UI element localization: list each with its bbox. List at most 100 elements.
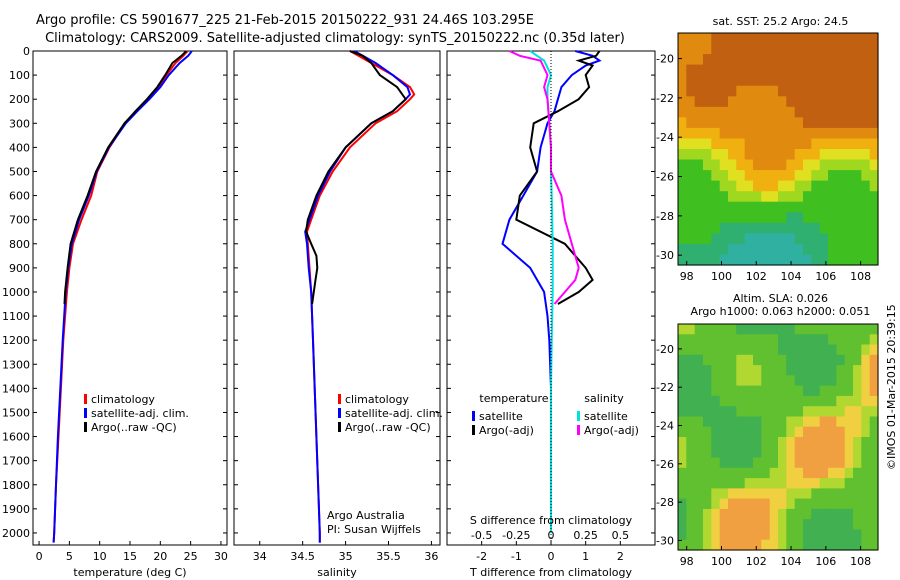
sst-map-cell: [844, 43, 854, 55]
sst-map-cell: [694, 106, 704, 118]
sla-map-cell: [844, 354, 854, 366]
sst-map-cell: [686, 170, 696, 182]
sla-map-cell: [744, 478, 754, 489]
sst-map-cell: [686, 149, 696, 161]
sla-map-ytick-label: -24: [656, 420, 674, 433]
sst-map-cell: [786, 64, 796, 76]
sst-map-cell: [869, 75, 879, 87]
sla-map-cell: [769, 406, 779, 418]
difference-legend-swatch: [577, 425, 580, 435]
sla-map-cell: [803, 406, 812, 418]
sst-map-cell: [828, 43, 837, 55]
sst-map-cell: [786, 254, 796, 266]
sla-map-cell: [753, 539, 762, 551]
sla-map-cell: [711, 344, 721, 356]
sst-map-cell: [736, 201, 746, 213]
sla-map-cell: [786, 365, 796, 376]
sst-map-cell: [694, 149, 704, 161]
sla-map-cell: [761, 539, 771, 551]
sla-map-cell: [869, 354, 879, 366]
sst-map-cell: [794, 54, 804, 66]
sla-map-cell: [869, 488, 879, 500]
sla-map-cell: [678, 478, 687, 489]
sst-map-cell: [786, 243, 796, 255]
sla-map-cell: [694, 467, 704, 479]
sst-map-cell: [686, 222, 696, 234]
sla-map-cell: [828, 365, 837, 376]
sst-map-cell: [811, 43, 821, 55]
sla-map-cell: [844, 375, 854, 387]
sla-map-cell: [844, 519, 854, 531]
sst-map-cell: [711, 96, 721, 108]
sla-map-cell: [828, 519, 837, 531]
sla-map-cell: [761, 406, 771, 418]
sla-map-cell: [844, 467, 854, 479]
sla-map-cell: [861, 395, 871, 407]
sla-map-cell: [703, 457, 712, 469]
sla-map-cell: [728, 426, 737, 438]
sla-map-cell: [861, 539, 871, 551]
sla-map-cell: [703, 467, 712, 479]
sst-map-cell: [711, 64, 721, 76]
sla-map-cell: [753, 467, 762, 479]
sst-map-cell: [836, 127, 846, 139]
depth-tick-label: 500: [9, 165, 30, 178]
sst-map-cell: [769, 233, 779, 245]
sst-map-cell: [744, 170, 754, 182]
sst-map-cell: [861, 222, 871, 234]
sla-map-cell: [769, 498, 779, 510]
sst-map-cell: [786, 170, 796, 182]
sst-map-cell: [703, 75, 712, 87]
sla-map-cell: [811, 457, 821, 469]
sla-map-cell: [769, 395, 779, 407]
sst-map-cell: [711, 117, 721, 129]
sla-map-cell: [844, 426, 854, 438]
sst-map-cell: [869, 106, 879, 118]
sst-map-cell: [811, 64, 821, 76]
sst-map-cell: [844, 85, 854, 97]
sst-map-cell: [861, 64, 871, 76]
sst-map-cell: [794, 43, 804, 55]
sla-map-cell: [836, 395, 846, 407]
sst-map-cell: [786, 233, 796, 245]
sst-map-cell: [778, 33, 787, 45]
sst-map-cell: [719, 127, 729, 139]
sst-map-cell: [694, 254, 704, 266]
sla-map-cell: [678, 334, 687, 346]
sst-map-cell: [711, 170, 721, 182]
sst-map-cell: [703, 138, 712, 150]
sla-map-cell: [811, 539, 821, 551]
sst-map-cell: [703, 117, 712, 129]
sst-map-cell: [778, 138, 787, 150]
sla-map-cell: [703, 416, 712, 428]
sla-map-cell: [678, 529, 687, 541]
sst-map-ytick-label: -24: [656, 131, 674, 144]
sla-map-cell: [786, 416, 796, 428]
difference-series-argo-adj-: [508, 50, 580, 305]
sst-map-cell: [761, 85, 771, 97]
sst-map-cell: [828, 127, 837, 139]
sla-map-cell: [694, 354, 704, 366]
sst-map-cell: [861, 201, 871, 213]
difference-legend-header-salinity: salinity: [584, 392, 624, 405]
sst-map-cell: [703, 106, 712, 118]
sst-map-cell: [736, 191, 746, 203]
sla-map-cell: [828, 334, 837, 346]
sst-map-cell: [786, 106, 796, 118]
sst-map-cell: [703, 191, 712, 203]
sst-map-cell: [836, 85, 846, 97]
sla-map-cell: [836, 457, 846, 469]
sst-map-cell: [853, 54, 862, 66]
sla-map-cell: [686, 488, 696, 500]
sla-map-cell: [686, 385, 696, 397]
sla-map-cell: [861, 344, 871, 356]
difference-top-tick-label: 0: [548, 529, 555, 542]
sst-map-cell: [686, 54, 696, 66]
depth-tick-label: 1000: [2, 286, 30, 299]
difference-legend-swatch: [577, 411, 580, 421]
sst-map-cell: [844, 138, 854, 150]
sla-map-xtick-label: 106: [815, 555, 836, 568]
sst-map-cell: [736, 64, 746, 76]
sst-map-cell: [836, 117, 846, 129]
sst-map-cell: [819, 149, 829, 161]
